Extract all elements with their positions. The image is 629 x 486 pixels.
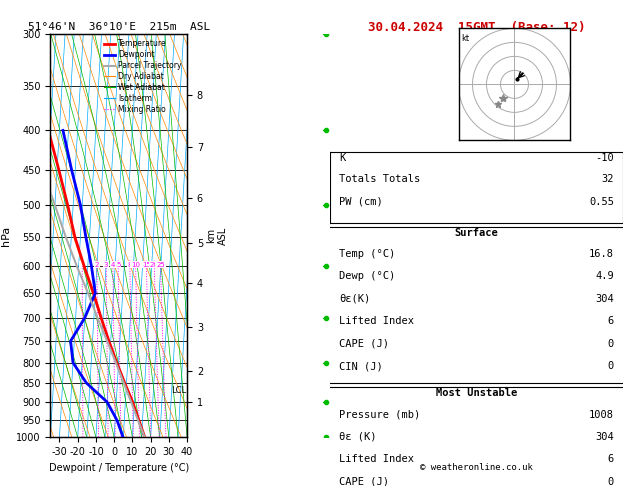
Text: θε (K): θε (K) [339,432,377,442]
Text: 3: 3 [104,261,108,268]
Text: 32: 32 [601,174,614,184]
Text: 304: 304 [595,432,614,442]
Text: 1008: 1008 [589,410,614,419]
Text: 15: 15 [142,261,151,268]
Text: 30.04.2024  15GMT  (Base: 12): 30.04.2024 15GMT (Base: 12) [368,21,585,35]
Text: θε(K): θε(K) [339,294,370,304]
Text: 5: 5 [116,261,120,268]
Text: 10: 10 [131,261,140,268]
Text: 6: 6 [608,316,614,326]
Y-axis label: hPa: hPa [1,226,11,246]
Text: Pressure (mb): Pressure (mb) [339,410,420,419]
Text: CIN (J): CIN (J) [339,361,383,371]
Text: Temp (°C): Temp (°C) [339,249,395,259]
Y-axis label: km
ASL: km ASL [206,226,228,245]
Text: -10: -10 [595,153,614,163]
Text: 0: 0 [608,339,614,348]
Text: 6: 6 [608,454,614,464]
Text: 25: 25 [156,261,165,268]
Text: 4.9: 4.9 [595,272,614,281]
Title: 51°46'N  36°10'E  215m  ASL: 51°46'N 36°10'E 215m ASL [28,22,210,32]
Text: Lifted Index: Lifted Index [339,454,414,464]
Text: © weatheronline.co.uk: © weatheronline.co.uk [420,463,533,471]
Text: PW (cm): PW (cm) [339,197,383,207]
Text: CAPE (J): CAPE (J) [339,477,389,486]
Text: 16.8: 16.8 [589,249,614,259]
Text: 0: 0 [608,477,614,486]
Text: CAPE (J): CAPE (J) [339,339,389,348]
Text: Totals Totals: Totals Totals [339,174,420,184]
Text: 20: 20 [150,261,159,268]
Text: 0.55: 0.55 [589,197,614,207]
Text: Surface: Surface [455,227,498,238]
Text: 8: 8 [128,261,132,268]
Text: 2: 2 [95,261,99,268]
Text: 1: 1 [80,261,84,268]
Text: 304: 304 [595,294,614,304]
Text: 4: 4 [111,261,115,268]
Text: Lifted Index: Lifted Index [339,316,414,326]
Text: K: K [339,153,345,163]
Text: 0: 0 [608,361,614,371]
Text: Dewp (°C): Dewp (°C) [339,272,395,281]
Legend: Temperature, Dewpoint, Parcel Trajectory, Dry Adiabat, Wet Adiabat, Isotherm, Mi: Temperature, Dewpoint, Parcel Trajectory… [103,38,183,115]
X-axis label: Dewpoint / Temperature (°C): Dewpoint / Temperature (°C) [48,463,189,473]
Text: Most Unstable: Most Unstable [436,388,517,398]
Text: LCL: LCL [171,386,186,395]
